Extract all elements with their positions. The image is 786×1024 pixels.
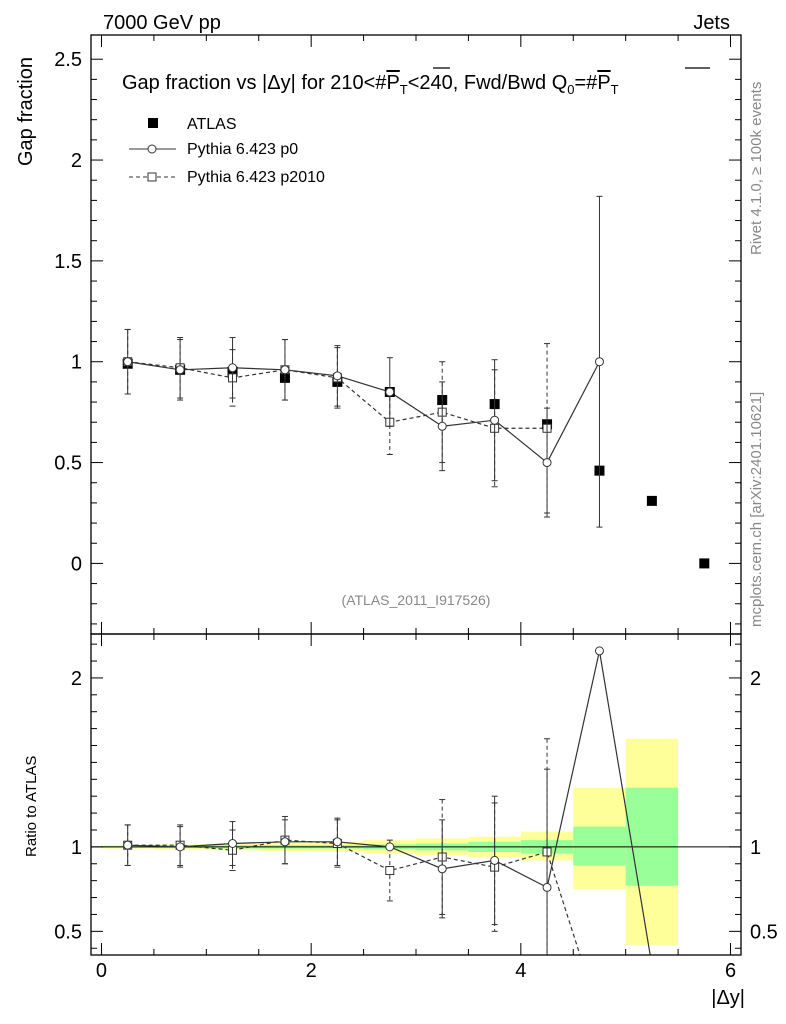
ratio-p0-point-2: [228, 838, 238, 848]
ratio-p0-point-6: [437, 864, 447, 874]
title-part-3: =#: [575, 72, 599, 94]
rivet-version-label: Rivet 4.1.0, ≥ 100k events: [748, 82, 765, 255]
title-sub2: 0: [567, 82, 574, 97]
legend-p0-label: Pythia 6.423 p0: [187, 141, 298, 158]
ratio-inner-band-10: [625, 787, 679, 886]
ratio-p0-point-1: [175, 842, 185, 852]
ratio-p0-point-4: [332, 837, 342, 847]
xtick-label-2: 4: [515, 960, 526, 982]
ratio-p0-point-5: [385, 842, 395, 852]
main-p0-point-1: [175, 365, 185, 375]
ratio-inner-band-9: [573, 826, 626, 866]
legend: ATLAS Pythia 6.423 p0 Pythia 6.423 p2010: [129, 116, 325, 186]
main-p0-point-8: [542, 458, 552, 468]
ratio-p0-point-3: [280, 837, 290, 847]
legend-atlas-label: ATLAS: [187, 116, 237, 133]
title-p1: P: [386, 72, 399, 94]
legend-atlas-marker: [148, 118, 158, 128]
title-p2: P: [597, 72, 610, 94]
ratio-p0-point-8: [542, 882, 552, 892]
main-p0-point-7: [490, 415, 500, 425]
main-atlas-point-10: [646, 495, 657, 506]
mcplots-label: mcplots.cern.ch [arXiv:2401.10621]: [748, 392, 765, 627]
main-title: Gap fraction vs |Δy| for 210<#PT<240, Fw…: [122, 72, 619, 97]
analysis-watermark: (ATLAS_2011_I917526): [342, 592, 491, 608]
xtick-label-0: 0: [96, 960, 107, 982]
main-p0-point-9: [594, 357, 604, 367]
main-ytick-label-4: 2: [71, 150, 82, 172]
ratio-p0-point-0: [123, 840, 133, 850]
title-part-1: Gap fraction vs |Δy| for 210<#: [122, 72, 387, 94]
title-sub1: T: [400, 82, 408, 97]
header-energy: 7000 GeV pp: [103, 12, 221, 34]
header-process: Jets: [693, 12, 730, 34]
ratio-ytick-label-right-0: 0.5: [750, 921, 778, 943]
ratio-pythia-6-423-p2010-line: [127, 839, 581, 955]
main-ytick-label-1: 0.5: [54, 453, 82, 475]
ratio-p0-point-9: [594, 646, 604, 656]
main-pythia-6-423-p0-line: [127, 361, 601, 464]
xtick-label-1: 2: [306, 960, 317, 982]
legend-p2010-label: Pythia 6.423 p2010: [187, 169, 325, 186]
ratio-ytick-label-left-2: 2: [71, 668, 82, 690]
ratio-ylabel: Ratio to ATLAS: [23, 756, 40, 857]
ratio-ytick-label-left-0: 0.5: [54, 921, 82, 943]
main-p0-point-4: [332, 371, 342, 381]
title-sub3: T: [611, 82, 619, 97]
ratio-ytick-label-right-2: 2: [750, 668, 761, 690]
ratio-p0-point-7: [490, 855, 500, 865]
main-ytick-label-5: 2.5: [54, 49, 82, 71]
title-part-2: <240, Fwd/Bwd Q: [408, 72, 568, 94]
main-p0-point-6: [437, 421, 447, 431]
main-p0-point-2: [228, 363, 238, 373]
main-atlas-point-11: [699, 558, 710, 569]
main-ylabel: Gap fraction: [15, 57, 37, 166]
legend-p2010-marker: [147, 172, 157, 182]
legend-p0-marker: [147, 144, 157, 154]
main-ytick-label-3: 1.5: [54, 251, 82, 273]
main-ytick-label-0: 0: [71, 553, 82, 575]
ratio-ytick-label-left-1: 1: [71, 837, 82, 859]
main-ytick-label-2: 1: [71, 352, 82, 374]
xtick-label-3: 6: [725, 960, 736, 982]
main-p0-point-3: [280, 365, 290, 375]
main-p0-point-0: [123, 357, 133, 367]
x-axis-label: |Δy|: [711, 987, 745, 1009]
ratio-ytick-label-right-1: 1: [750, 837, 761, 859]
ratio-p2010-point-5: [385, 866, 395, 876]
main-p0-point-5: [385, 387, 395, 397]
